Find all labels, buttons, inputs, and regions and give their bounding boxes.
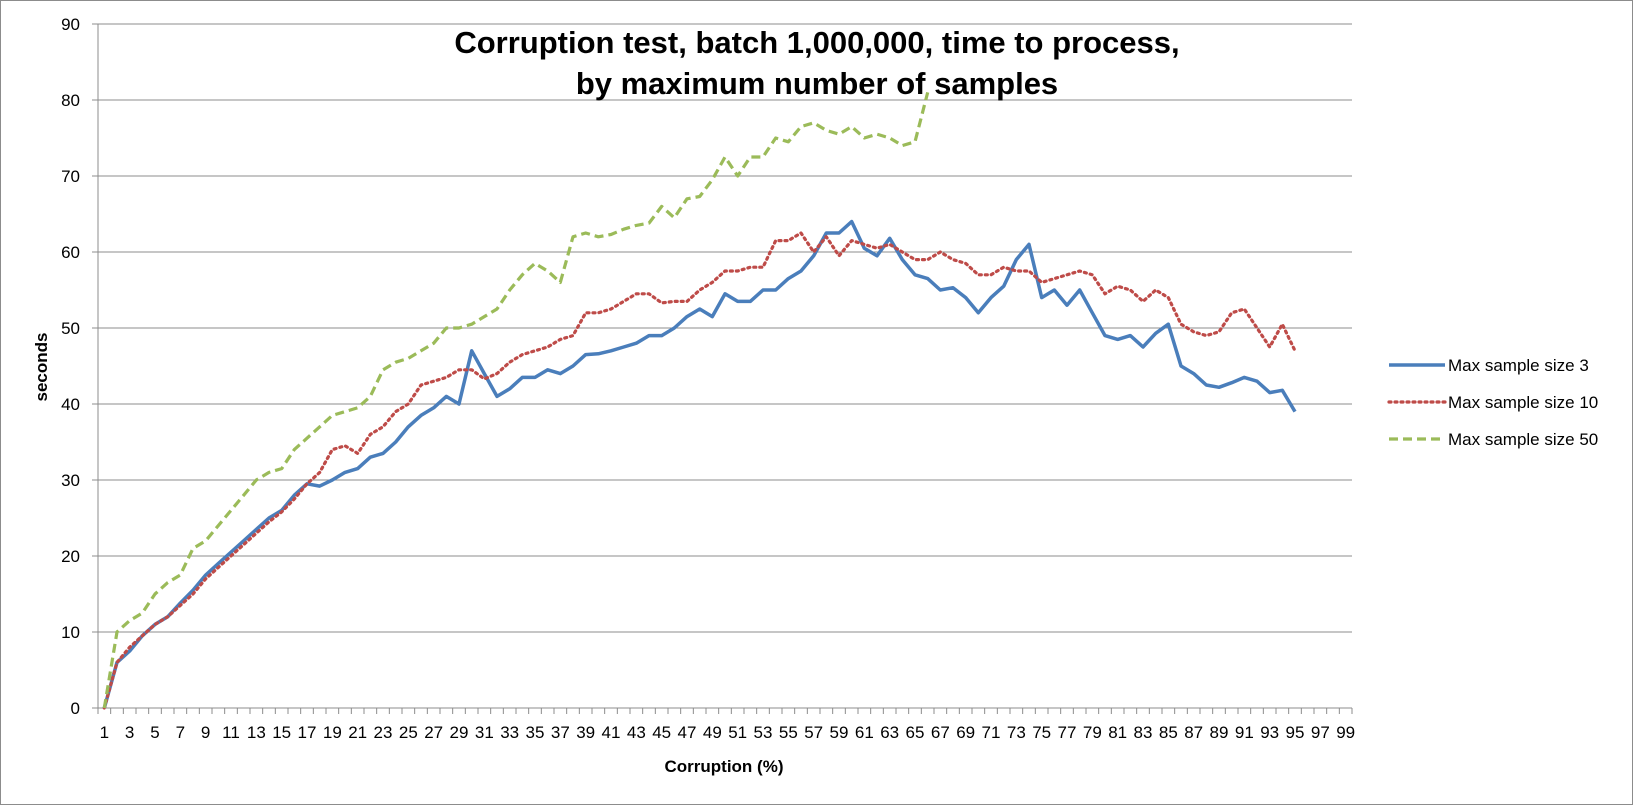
chart-title-line-2: by maximum number of samples bbox=[576, 66, 1058, 101]
x-tick-label: 77 bbox=[1058, 723, 1077, 742]
x-tick-label: 5 bbox=[150, 723, 159, 742]
x-tick-label: 41 bbox=[602, 723, 621, 742]
x-tick-label: 81 bbox=[1108, 723, 1127, 742]
x-tick-label: 89 bbox=[1210, 723, 1229, 742]
x-axis-title: Corruption (%) bbox=[665, 757, 784, 776]
x-tick-label: 37 bbox=[551, 723, 570, 742]
legend-label-2: Max sample size 10 bbox=[1448, 393, 1598, 412]
x-tick-label: 69 bbox=[956, 723, 975, 742]
y-tick-label: 80 bbox=[61, 91, 80, 110]
x-tick-label: 35 bbox=[526, 723, 545, 742]
axes bbox=[97, 24, 1352, 709]
x-tick-label: 67 bbox=[931, 723, 950, 742]
x-tick-label: 7 bbox=[176, 723, 185, 742]
x-tick-label: 25 bbox=[399, 723, 418, 742]
x-tick-label: 63 bbox=[880, 723, 899, 742]
series-line-2 bbox=[102, 231, 1297, 710]
x-tick-label: 33 bbox=[500, 723, 519, 742]
x-tick-label: 15 bbox=[272, 723, 291, 742]
x-tick-label: 59 bbox=[830, 723, 849, 742]
x-tick-label: 61 bbox=[855, 723, 874, 742]
x-tick-label: 45 bbox=[652, 723, 671, 742]
x-tick-label: 47 bbox=[678, 723, 697, 742]
y-tick-label: 0 bbox=[71, 699, 80, 718]
x-tick-label: 55 bbox=[779, 723, 798, 742]
x-tick-label: 97 bbox=[1311, 723, 1330, 742]
y-tick-label: 20 bbox=[61, 547, 80, 566]
x-tick-label: 85 bbox=[1159, 723, 1178, 742]
x-tick-label: 1 bbox=[100, 723, 109, 742]
y-tick-label: 90 bbox=[61, 15, 80, 34]
series-lines bbox=[102, 92, 1297, 710]
x-tick-label: 17 bbox=[298, 723, 317, 742]
x-tick-label: 49 bbox=[703, 723, 722, 742]
x-tick-label: 13 bbox=[247, 723, 266, 742]
y-tick-label: 10 bbox=[61, 623, 80, 642]
series-line-1 bbox=[102, 219, 1297, 709]
x-tick-label: 3 bbox=[125, 723, 134, 742]
x-axis-ticks: 1 3 5 7 9 11 13 15 17 19 21 23 25 27 29 31 33 35 37 39 41 43 4… bbox=[97, 708, 1355, 742]
x-tick-label: 73 bbox=[1007, 723, 1026, 742]
x-tick-label: 23 bbox=[374, 723, 393, 742]
x-tick-label: 79 bbox=[1083, 723, 1102, 742]
x-tick-label: 43 bbox=[627, 723, 646, 742]
x-tick-label: 51 bbox=[728, 723, 747, 742]
x-tick-label: 83 bbox=[1134, 723, 1153, 742]
y-tick-label: 60 bbox=[61, 243, 80, 262]
x-tick-label: 53 bbox=[754, 723, 773, 742]
chart-title-line-1: Corruption test, batch 1,000,000, time t… bbox=[454, 25, 1179, 60]
gridlines bbox=[98, 23, 1352, 633]
x-tick-label: 65 bbox=[906, 723, 925, 742]
legend: Max sample size 3 Max sample size 10 Max s… bbox=[1387, 356, 1598, 449]
legend-label-1: Max sample size 3 bbox=[1448, 356, 1589, 375]
series-line-3 bbox=[102, 92, 930, 709]
y-axis-ticks: 0 10 20 30 40 50 60 70 80 90 bbox=[61, 15, 98, 718]
x-tick-label: 9 bbox=[201, 723, 210, 742]
y-tick-label: 50 bbox=[61, 319, 80, 338]
x-tick-label: 93 bbox=[1260, 723, 1279, 742]
y-tick-label: 40 bbox=[61, 395, 80, 414]
x-tick-label: 57 bbox=[804, 723, 823, 742]
y-axis-title: seconds bbox=[32, 333, 51, 402]
x-tick-label: 75 bbox=[1032, 723, 1051, 742]
x-tick-label: 11 bbox=[222, 723, 240, 742]
x-tick-label: 71 bbox=[982, 723, 1001, 742]
x-tick-label: 87 bbox=[1184, 723, 1203, 742]
x-tick-label: 91 bbox=[1235, 723, 1254, 742]
x-tick-label: 99 bbox=[1336, 723, 1355, 742]
x-tick-label: 19 bbox=[323, 723, 342, 742]
x-tick-label: 27 bbox=[424, 723, 443, 742]
y-tick-label: 30 bbox=[61, 471, 80, 490]
legend-label-3: Max sample size 50 bbox=[1448, 430, 1598, 449]
x-tick-label: 95 bbox=[1286, 723, 1305, 742]
x-tick-label: 21 bbox=[348, 723, 367, 742]
y-tick-label: 70 bbox=[61, 167, 80, 186]
x-tick-label: 29 bbox=[450, 723, 469, 742]
x-tick-label: 39 bbox=[576, 723, 595, 742]
x-tick-label: 31 bbox=[475, 723, 494, 742]
